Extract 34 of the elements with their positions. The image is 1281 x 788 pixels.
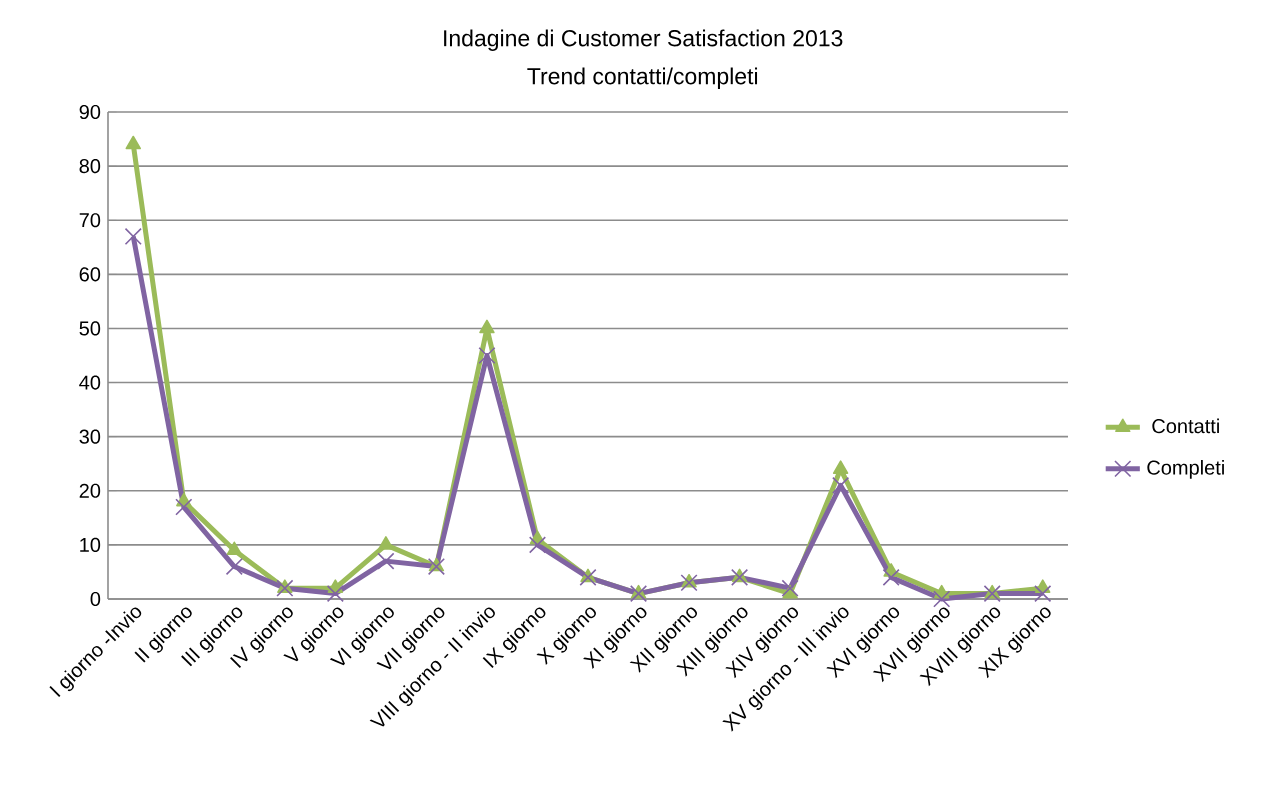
point bbox=[933, 590, 951, 608]
y-tick-label: 40 bbox=[79, 375, 101, 390]
point bbox=[226, 541, 243, 556]
point bbox=[680, 574, 698, 592]
y-tick-label: 70 bbox=[79, 213, 101, 228]
point bbox=[629, 585, 648, 603]
point bbox=[479, 319, 495, 334]
y-tick-label: 30 bbox=[79, 429, 101, 444]
point bbox=[882, 568, 900, 586]
chart-subtitle: Trend contatti/completi bbox=[527, 67, 758, 89]
chart-title: Indagine di Customer Satisfaction 2013 bbox=[444, 29, 843, 51]
point bbox=[175, 498, 193, 516]
y-tick-label: 50 bbox=[79, 321, 101, 336]
y-tick-label: 80 bbox=[79, 159, 101, 174]
point bbox=[832, 476, 850, 494]
point bbox=[781, 579, 799, 597]
point bbox=[326, 585, 344, 603]
y-tick-label: 90 bbox=[79, 104, 101, 120]
y-tick-label: 20 bbox=[79, 483, 101, 498]
y-tick-label: 0 bbox=[90, 591, 101, 607]
point bbox=[125, 135, 141, 150]
point bbox=[377, 552, 395, 570]
point bbox=[427, 557, 445, 576]
point bbox=[832, 460, 849, 474]
point bbox=[1034, 585, 1052, 603]
legend-label: Completi bbox=[1147, 460, 1224, 479]
legend-label: Contatti bbox=[1152, 418, 1219, 434]
point bbox=[528, 536, 547, 554]
point bbox=[983, 585, 1001, 603]
point bbox=[478, 346, 496, 365]
y-tick-label: 60 bbox=[79, 267, 101, 282]
y-tick-label: 10 bbox=[80, 537, 101, 552]
point bbox=[124, 227, 142, 246]
point bbox=[276, 579, 294, 597]
